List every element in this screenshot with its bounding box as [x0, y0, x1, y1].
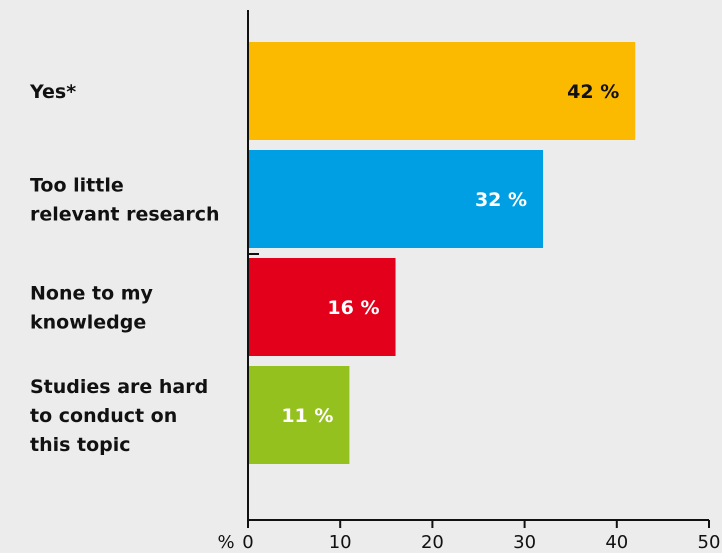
value-label: 32 % — [475, 189, 527, 211]
bar — [248, 150, 544, 248]
x-unit-label: % — [217, 532, 234, 553]
bar — [248, 42, 636, 140]
bar — [248, 258, 396, 356]
x-tick-label: 10 — [329, 532, 352, 553]
category-label: Too little relevant research — [30, 175, 220, 226]
x-tick-label: 0 — [242, 532, 253, 553]
value-label: 11 % — [281, 405, 333, 427]
value-label: 16 % — [327, 297, 379, 319]
value-label: 42 % — [567, 81, 619, 103]
x-tick-label: 30 — [513, 532, 536, 553]
category-label: None to my knowledge — [30, 283, 154, 334]
category-label: Studies are hard to conduct on this topic — [30, 376, 208, 456]
bar — [248, 366, 350, 464]
x-tick-label: 20 — [421, 532, 444, 553]
x-tick-label: 40 — [605, 532, 628, 553]
x-tick-label: 50 — [698, 532, 721, 553]
category-label: Yes* — [29, 81, 76, 103]
